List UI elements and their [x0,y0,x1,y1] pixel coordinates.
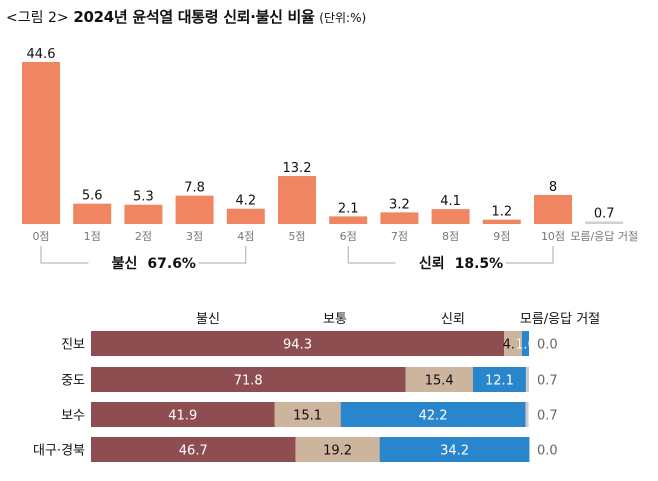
category-label: 6점 [340,230,357,243]
legend-header: 보통 [323,312,347,327]
value-label: 4.1 [440,194,461,209]
category-label: 7점 [391,230,408,243]
segment-label: 1.6 [515,338,536,353]
value-label: 44.6 [27,47,56,62]
bar-9점 [482,219,521,224]
chart-title: <그림 2> 2024년 윤석열 대통령 신뢰·불신 비율 (단위:%) [6,6,366,27]
bar-7점 [380,212,419,224]
bar-1점 [73,203,112,224]
category-label: 8점 [442,230,459,243]
category-label: 0점 [32,230,49,243]
value-label: 1.2 [491,205,512,220]
legend-header: 신뢰 [441,312,465,327]
segment-신뢰 [472,367,526,392]
category-label: 3점 [186,230,203,243]
segment-label: 94.3 [283,338,312,353]
segment-불신 [91,402,275,427]
legend-header: 모름/응답 거절 [520,312,600,327]
group-label-bg [88,253,199,271]
row-label: 진보 [61,338,85,353]
segment-label: 12.1 [485,374,514,389]
segment-불신 [91,367,406,392]
bar-4점 [226,208,265,224]
segment-label: 0.0 [537,338,558,353]
row-label: 보수 [61,409,85,424]
segment-label: 19.2 [323,444,352,459]
segment-label: 42.2 [419,409,448,424]
value-label: 13.2 [283,161,312,176]
row-label: 대구·경북 [33,444,85,459]
group-label: 신뢰 [419,256,445,272]
segment-label: 34.2 [440,444,469,459]
category-label: 9점 [493,230,510,243]
segment-신뢰 [379,437,530,462]
group-value: 67.6% [147,256,196,272]
segment-모름/응답 거절 [525,402,529,427]
value-label: 5.6 [82,189,103,204]
category-label: 10점 [541,230,565,243]
value-label: 2.1 [338,201,359,216]
group-label-bg [395,253,506,271]
segment-신뢰 [521,331,529,356]
category-label: 2점 [135,230,152,243]
bar-6점 [329,216,368,224]
segment-label: 0.7 [537,374,558,389]
segment-보통 [504,331,522,356]
bar-5점 [278,176,316,224]
category-label: 5점 [288,230,305,243]
segment-label: 0.7 [537,409,558,424]
bar-10점 [534,194,572,224]
value-label: 5.3 [133,190,154,205]
segment-label: 71.8 [234,374,263,389]
title-main: 2024년 윤석열 대통령 신뢰·불신 비율 [73,8,315,26]
row-label: 중도 [61,374,85,389]
segment-label: 0.0 [537,444,558,459]
bar-0점 [22,62,60,224]
segment-모름/응답 거절 [525,367,529,392]
segment-보통 [274,402,341,427]
bar-8점 [431,209,470,224]
segment-label: 15.4 [425,374,454,389]
segment-불신 [91,437,296,462]
figure-number: <그림 2> [6,10,69,26]
segment-신뢰 [340,402,526,427]
group-label: 불신 [112,256,138,272]
group-value: 18.5% [455,256,504,272]
category-label: 1점 [84,230,101,243]
bar-3점 [175,195,214,224]
category-label: 모름/응답 거절 [570,230,638,243]
value-label: 8 [549,180,557,195]
segment-label: 15.1 [293,409,322,424]
bar-모름/응답 거절 [585,221,624,224]
score-distribution-chart: 44.6 0점 5.6 1점 5.3 2점 7.8 3점 4.2 4점 13.2 5점 2.1 6점 3.2… [22,47,638,272]
bar-2점 [124,204,163,224]
category-label: 4점 [237,230,254,243]
segment-보통 [295,437,380,462]
segment-불신 [91,331,505,356]
segment-label: 41.9 [168,409,197,424]
segment-label: 46.7 [179,444,208,459]
segment-label: 4.1 [503,338,524,353]
legend-header: 불신 [196,312,220,327]
value-label: 0.7 [594,206,615,221]
value-label: 4.2 [235,194,256,209]
segment-보통 [405,367,473,392]
value-label: 3.2 [389,197,410,212]
value-label: 7.8 [184,181,205,196]
title-unit: (단위:%) [319,11,367,25]
